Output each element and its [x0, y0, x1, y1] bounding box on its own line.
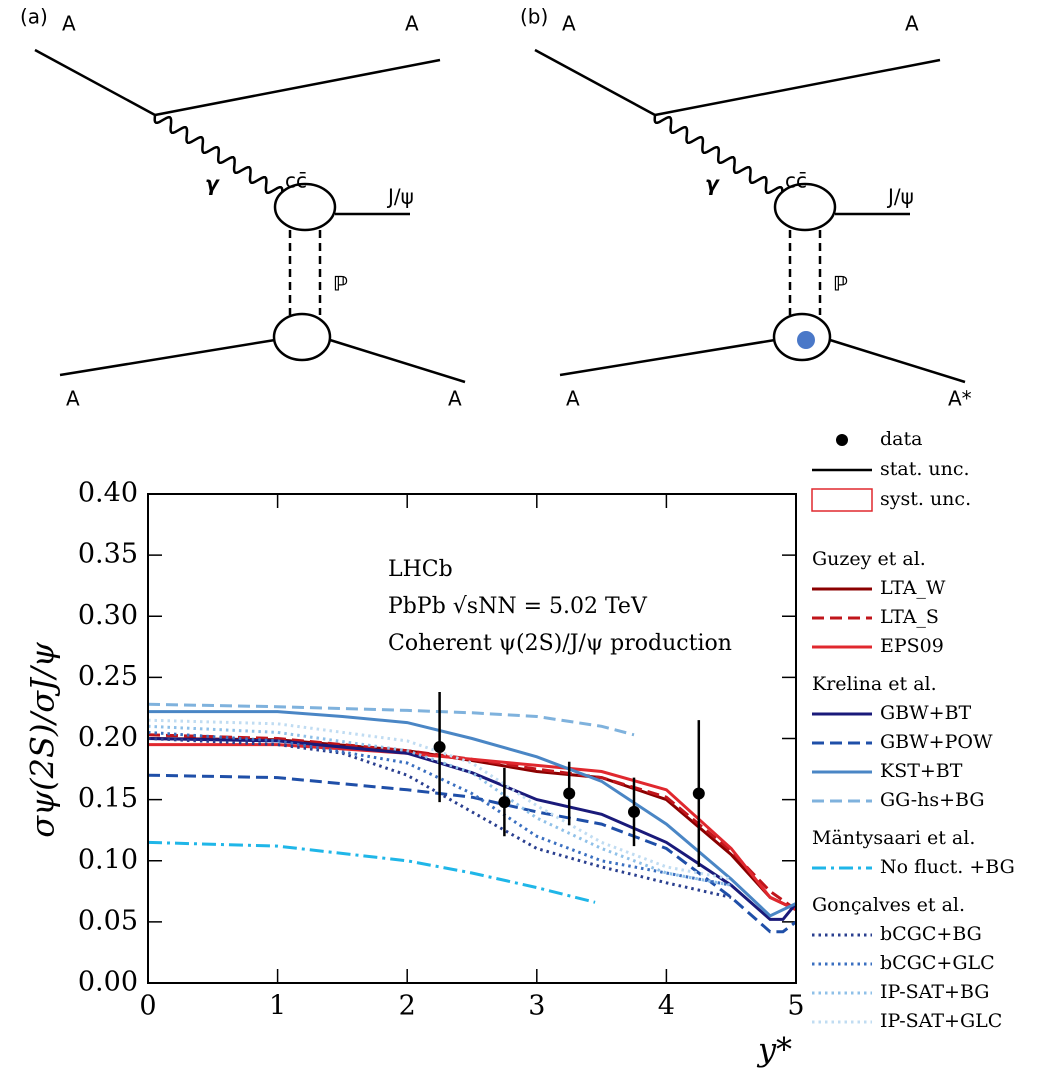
- data-point: [498, 796, 511, 809]
- diagram-label: γ: [205, 172, 220, 196]
- model-line: [148, 710, 797, 918]
- y-tick-label: 0.00: [78, 967, 138, 998]
- beam-line: [534, 48, 656, 117]
- diagram-label: J/ψ: [386, 185, 414, 209]
- feynman-diagram: (a) A Aγ cc̄ J/ψ ℙ A A: [20, 5, 466, 411]
- legend-label: syst. unc.: [880, 488, 971, 510]
- y-tick-label: 0.10: [78, 844, 138, 875]
- data-point: [692, 787, 705, 800]
- diagram-label: A: [905, 12, 919, 36]
- legend-label: IP-SAT+BG: [880, 981, 989, 1003]
- x-axis-label: y*: [756, 1031, 792, 1069]
- target-line: [559, 338, 776, 377]
- legend-label: bCGC+BG: [880, 923, 982, 945]
- target-line: [329, 338, 466, 384]
- beam-line: [654, 58, 941, 117]
- chart: 0 1 2 3 4 5 0.00 0.05 0.10 0.15 0.20 0.25 0.30 0.35 0.…: [24, 428, 1015, 1069]
- annotation: Coherent ψ(2S)/J/ψ production: [388, 631, 732, 656]
- x-tick-label: 3: [528, 991, 545, 1022]
- legend-label: EPS09: [880, 635, 944, 657]
- diagram-label: A: [66, 387, 80, 411]
- x-tick-label: 2: [399, 991, 416, 1022]
- diagram-label: A*: [948, 387, 972, 411]
- diagram-label: cc̄: [785, 169, 807, 193]
- annotation: LHCb: [388, 557, 453, 582]
- model-line: [147, 737, 798, 921]
- diagram-label: ℙ: [833, 272, 848, 296]
- x-tick-label: 5: [787, 991, 804, 1022]
- model-line: [147, 702, 635, 737]
- target-line: [59, 338, 276, 377]
- legend-label: IP-SAT+GLC: [880, 1010, 1002, 1032]
- photon-line: [153, 114, 284, 196]
- diagram-label: A: [62, 12, 76, 36]
- y-tick-label: 0.25: [78, 661, 138, 692]
- y-axis-label: σψ(2S)/σJ/ψ: [24, 641, 62, 837]
- annotation: PbPb √sNN = 5.02 TeV: [388, 594, 648, 619]
- legend-label: LTA_W: [880, 577, 946, 599]
- data-point: [628, 805, 640, 818]
- x-tick-label: 0: [139, 991, 156, 1022]
- diagram-label: J/ψ: [886, 185, 914, 209]
- vertex-blob: [272, 312, 332, 362]
- legend-group-title: Krelina et al.: [812, 673, 937, 695]
- vertex-blob: [773, 182, 837, 232]
- diagram-label: (a): [20, 5, 48, 29]
- data-point: [563, 787, 576, 800]
- data-point: [433, 741, 446, 754]
- y-tick-label: 0.40: [78, 478, 138, 509]
- beam-line: [154, 58, 441, 117]
- diagram-label: cc̄: [285, 169, 307, 193]
- model-line: [147, 718, 732, 881]
- legend-label: bCGC+GLC: [880, 952, 995, 974]
- diagram-label: ℙ: [333, 272, 348, 296]
- legend-label: GBW+POW: [880, 731, 993, 753]
- y-tick-label: 0.35: [78, 539, 138, 570]
- legend-group-title: Guzey et al.: [812, 548, 926, 570]
- legend-marker: [811, 488, 873, 512]
- legend-label: stat. unc.: [880, 458, 970, 480]
- legend-group-title: Gonçalves et al.: [812, 894, 965, 916]
- x-tick-label: 1: [269, 991, 286, 1022]
- photon-line: [653, 114, 784, 196]
- beam-line: [34, 48, 156, 117]
- legend-label: data: [880, 428, 922, 450]
- model-line: [147, 724, 732, 887]
- legend-label: GG-hs+BG: [880, 789, 985, 811]
- y-tick-label: 0.30: [78, 600, 138, 631]
- legend-marker: [836, 434, 848, 446]
- legend-label: No fluct. +BG: [880, 856, 1015, 878]
- legend-group-title: Mäntysaari et al.: [812, 827, 975, 849]
- model-line: [147, 840, 596, 904]
- legend-label: LTA_S: [880, 606, 939, 628]
- diagram-label: (b): [520, 5, 548, 29]
- vertex-blob: [273, 182, 337, 232]
- diagram-label: A: [562, 12, 576, 36]
- legend-label: KST+BT: [880, 760, 963, 782]
- y-tick-label: 0.05: [78, 905, 138, 936]
- nucleon-dot: [797, 331, 815, 349]
- feynman-diagram: (b) A Aγ cc̄ J/ψ ℙ A A*: [520, 5, 972, 411]
- legend-label: GBW+BT: [880, 702, 972, 724]
- diagram-label: A: [566, 387, 580, 411]
- model-line: [147, 737, 732, 899]
- y-tick-label: 0.20: [78, 722, 138, 753]
- x-tick-label: 4: [658, 991, 675, 1022]
- target-line: [829, 338, 966, 384]
- diagram-label: γ: [705, 172, 720, 196]
- model-line: [147, 773, 797, 934]
- diagram-label: A: [448, 387, 462, 411]
- diagram-label: A: [405, 12, 419, 36]
- y-tick-label: 0.15: [78, 783, 138, 814]
- plot-frame: [147, 493, 797, 984]
